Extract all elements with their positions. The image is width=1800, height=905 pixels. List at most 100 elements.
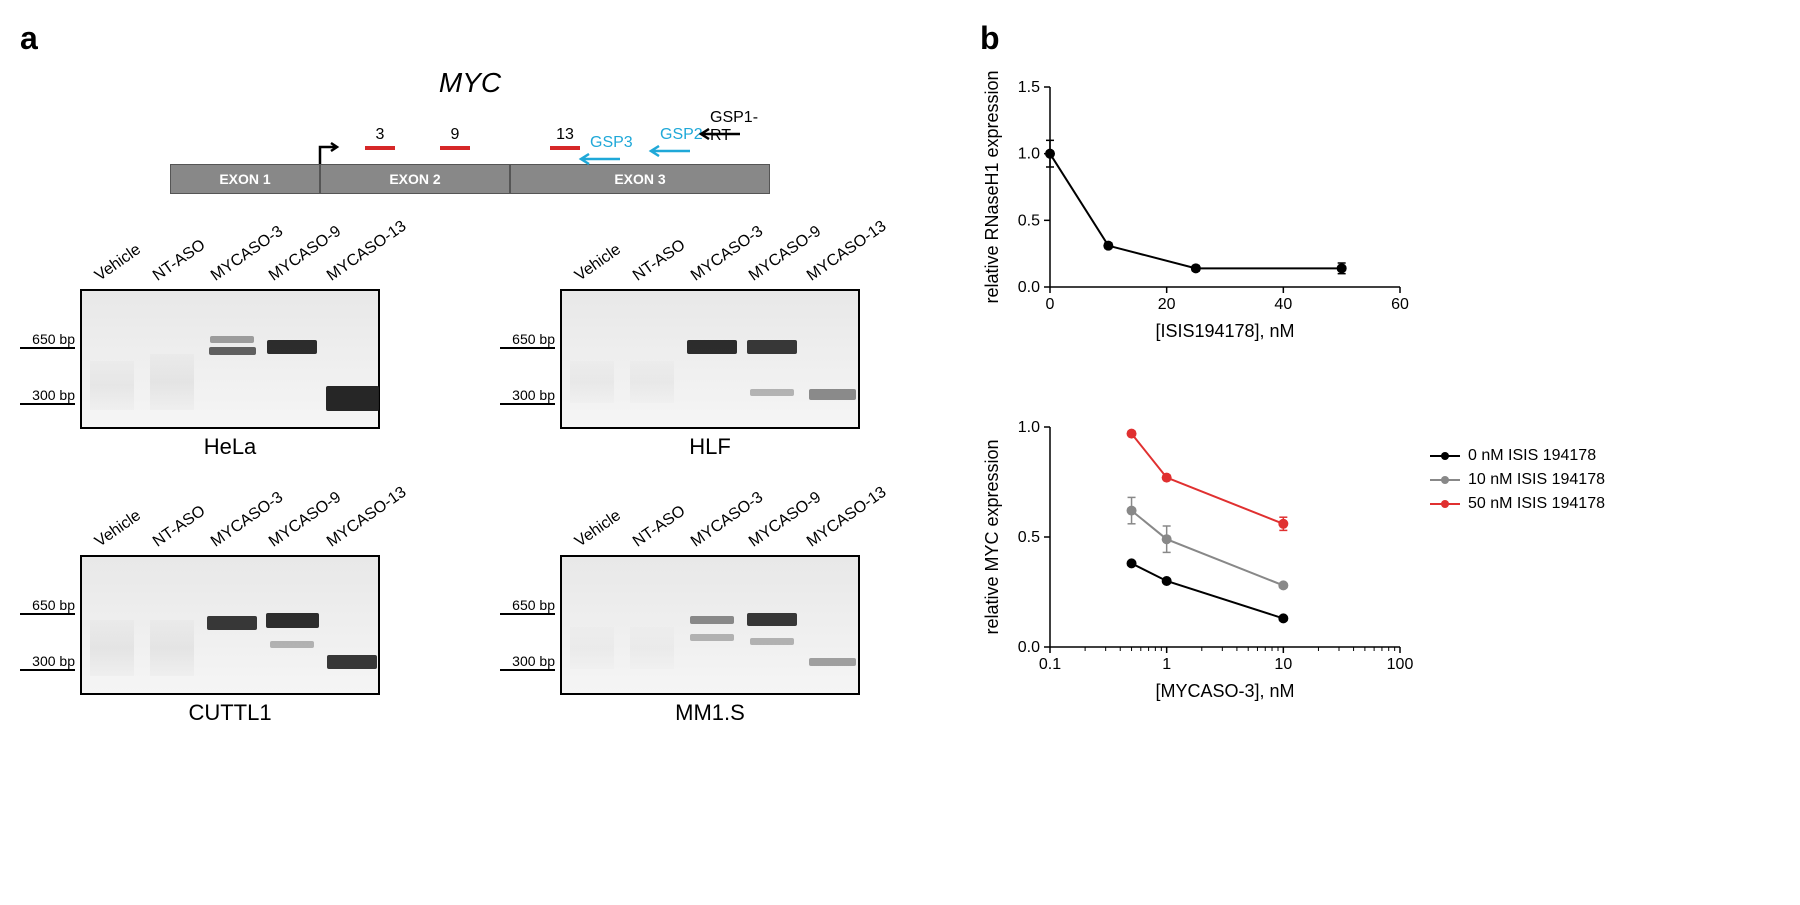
legend-marker-icon: [1430, 479, 1460, 481]
svg-text:20: 20: [1158, 296, 1176, 313]
exon-box: EXON 1: [170, 164, 320, 194]
bp-marker-label: 650 bp: [20, 597, 75, 613]
panel-a-label: a: [20, 20, 920, 57]
lane-label: MYCASO-13: [768, 478, 850, 560]
gel-image: [560, 555, 860, 695]
svg-text:0.5: 0.5: [1018, 212, 1040, 229]
gel-name: HLF: [560, 434, 860, 460]
gel-band: [267, 340, 317, 354]
svg-text:0.5: 0.5: [1018, 529, 1040, 546]
svg-text:100: 100: [1387, 656, 1414, 673]
gel-band: [630, 627, 674, 669]
myc-expression-chart: 0.11101000.00.51.0[MYCASO-3], nMrelative…: [980, 407, 1680, 707]
svg-text:10: 10: [1274, 656, 1292, 673]
svg-text:40: 40: [1274, 296, 1292, 313]
gel-band: [210, 336, 254, 343]
bp-marker-tick: [500, 347, 555, 349]
lane-label: MYCASO-13: [288, 478, 370, 560]
bp-marker-tick: [500, 403, 555, 405]
gel-band: [690, 634, 734, 641]
lane-label: MYCASO-13: [288, 212, 370, 294]
gel-band: [150, 620, 194, 676]
svg-text:1: 1: [1162, 656, 1171, 673]
gel-band: [570, 361, 614, 403]
svg-text:relative MYC expression: relative MYC expression: [982, 439, 1002, 634]
svg-text:relative RNaseH1 expression: relative RNaseH1 expression: [982, 70, 1002, 303]
gel-band: [747, 340, 797, 354]
legend-marker-icon: [1430, 455, 1460, 457]
bp-marker-label: 300 bp: [500, 653, 555, 669]
gel-band: [327, 655, 377, 669]
bp-marker-label: 650 bp: [500, 597, 555, 613]
bp-marker-tick: [500, 613, 555, 615]
gel-band: [150, 354, 194, 410]
gel-band: [207, 616, 257, 630]
gel-image: [560, 289, 860, 429]
gel-band: [630, 361, 674, 403]
exon-box: EXON 2: [320, 164, 510, 194]
legend-item: 0 nM ISIS 194178: [1430, 447, 1605, 465]
gel-band: [266, 613, 319, 628]
chart-legend: 0 nM ISIS 194178 10 nM ISIS 194178 50 nM I…: [1430, 447, 1605, 519]
bp-marker-tick: [20, 613, 75, 615]
bp-marker-label: 650 bp: [500, 331, 555, 347]
gel-image: [80, 555, 380, 695]
svg-text:0.0: 0.0: [1018, 279, 1040, 296]
legend-label: 10 nM ISIS 194178: [1468, 471, 1605, 489]
gel-band: [209, 347, 256, 355]
gel-image: [80, 289, 380, 429]
bp-marker-label: 650 bp: [20, 331, 75, 347]
bp-marker-tick: [500, 669, 555, 671]
gel-band: [270, 641, 314, 648]
bp-marker-tick: [20, 347, 75, 349]
aso-mark: [440, 146, 470, 150]
svg-text:0.0: 0.0: [1018, 639, 1040, 656]
bp-marker-label: 300 bp: [500, 387, 555, 403]
svg-text:[MYCASO-3], nM: [MYCASO-3], nM: [1155, 681, 1294, 701]
gel-band: [690, 616, 734, 624]
aso-label: 13: [550, 126, 580, 144]
svg-text:0: 0: [1046, 296, 1055, 313]
bp-marker-label: 300 bp: [20, 653, 75, 669]
gel-band: [90, 361, 134, 410]
aso-mark: [365, 146, 395, 150]
bp-marker-label: 300 bp: [20, 387, 75, 403]
svg-text:1.0: 1.0: [1018, 146, 1040, 163]
svg-text:1.5: 1.5: [1018, 79, 1040, 96]
tss-arrow-icon: [315, 139, 345, 174]
gel-band: [687, 340, 737, 354]
gel-panel: VehicleNT-ASOMYCASO-3MYCASO-9MYCASO-1365…: [500, 500, 920, 726]
gel-band: [750, 389, 794, 396]
primer-label: GSP3: [590, 134, 633, 152]
legend-marker-icon: [1430, 503, 1460, 505]
gel-panel: VehicleNT-ASOMYCASO-3MYCASO-9MYCASO-1365…: [20, 234, 440, 460]
exon-box: EXON 3: [510, 164, 770, 194]
gel-name: MM1.S: [560, 700, 860, 726]
aso-label: 3: [365, 126, 395, 144]
svg-text:60: 60: [1391, 296, 1409, 313]
gene-title: MYC: [20, 67, 920, 99]
svg-text:0.1: 0.1: [1039, 656, 1061, 673]
primer-arrow-icon: [645, 144, 690, 162]
gel-band: [570, 627, 614, 669]
gel-name: HeLa: [80, 434, 380, 460]
rnaseh1-chart: 0 20 40 60 0.0 0.5 1.0 1.5 [ISIS194178], nM relat…: [980, 67, 1680, 347]
legend-item: 10 nM ISIS 194178: [1430, 471, 1605, 489]
legend-item: 50 nM ISIS 194178: [1430, 495, 1605, 513]
svg-text:[ISIS194178], nM: [ISIS194178], nM: [1155, 321, 1294, 341]
bp-marker-tick: [20, 669, 75, 671]
gel-band: [809, 658, 856, 666]
lane-label: MYCASO-13: [768, 212, 850, 294]
gene-diagram: EXON 1EXON 2EXON 3 3913 GSP3GSP2GSP1-RT: [170, 104, 770, 204]
gel-panel: VehicleNT-ASOMYCASO-3MYCASO-9MYCASO-1365…: [20, 500, 440, 726]
legend-label: 50 nM ISIS 194178: [1468, 495, 1605, 513]
aso-label: 9: [440, 126, 470, 144]
bp-marker-tick: [20, 403, 75, 405]
panel-b-label: b: [980, 20, 1680, 57]
gel-band: [809, 389, 856, 400]
gel-band: [90, 620, 134, 676]
gel-panel: VehicleNT-ASOMYCASO-3MYCASO-9MYCASO-1365…: [500, 234, 920, 460]
primer-arrow-icon: [575, 152, 620, 170]
gel-band: [750, 638, 794, 645]
gel-band: [326, 386, 379, 411]
